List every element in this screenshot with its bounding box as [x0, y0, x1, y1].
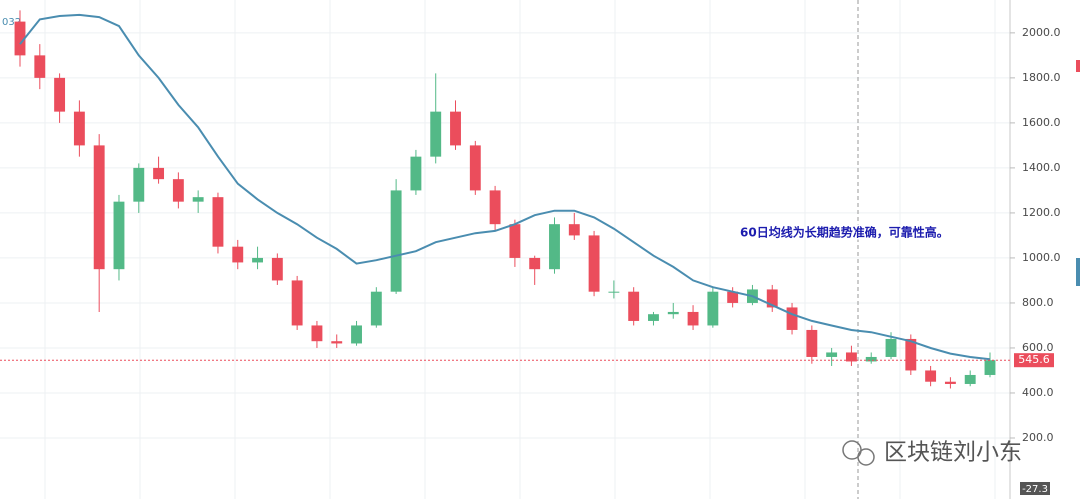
- candle-body: [826, 352, 838, 357]
- candle-body: [192, 197, 204, 202]
- candle-body: [14, 21, 26, 56]
- last-price-label: 545.6: [1018, 353, 1050, 366]
- candle-body: [331, 341, 343, 344]
- y-tick-label: 1600.0: [1022, 116, 1061, 129]
- candle-body: [707, 291, 719, 326]
- candle-body: [212, 197, 224, 247]
- candle-body: [687, 311, 699, 326]
- candle-body: [370, 291, 382, 326]
- y-tick-label: 1000.0: [1022, 251, 1061, 264]
- y-tick-label: 800.0: [1022, 296, 1054, 309]
- candle-body: [648, 314, 659, 321]
- candle-body: [529, 257, 541, 270]
- candle-body: [390, 190, 402, 292]
- watermark: 区块链刘小东: [884, 440, 1022, 466]
- candle-body: [905, 338, 917, 371]
- y-tick-label: 1200.0: [1022, 206, 1061, 219]
- y-tick-label: 2000.0: [1022, 26, 1061, 39]
- candle-body: [549, 224, 560, 270]
- y-tick-label: 600.0: [1022, 341, 1054, 354]
- candle-body: [133, 167, 145, 202]
- candle-body: [469, 145, 481, 191]
- candle-body: [984, 360, 996, 375]
- candle-body: [252, 257, 263, 263]
- y-tick-label: 1400.0: [1022, 161, 1061, 174]
- edge-marker: [1076, 258, 1080, 286]
- candle-body: [667, 311, 679, 315]
- candle-body: [727, 291, 739, 303]
- candle-body: [271, 257, 283, 281]
- candle-body: [93, 145, 105, 270]
- candle-body: [430, 111, 442, 157]
- candle-body: [628, 291, 640, 321]
- y-tick-label: 1800.0: [1022, 71, 1061, 84]
- candle-body: [291, 280, 303, 326]
- candle-body: [311, 325, 323, 342]
- annotation: 60日均线为长期趋势准确，可靠性高。: [740, 225, 949, 240]
- candle-body: [766, 289, 778, 308]
- candle-body: [964, 374, 976, 384]
- y-tick-label: 400.0: [1022, 386, 1054, 399]
- candle-body: [944, 381, 956, 384]
- candle-body: [172, 179, 184, 202]
- indicator-value: -27.3: [1022, 484, 1048, 495]
- y-tick-label: 200.0: [1022, 431, 1054, 444]
- wechat-icon: [842, 440, 875, 466]
- candle-body: [865, 356, 877, 362]
- candle-body: [608, 291, 620, 293]
- candle-body: [410, 156, 422, 191]
- candle-body: [450, 111, 461, 146]
- candle-body: [845, 352, 857, 362]
- candle-body: [806, 329, 818, 357]
- indicator-box: [1020, 482, 1050, 495]
- candle-body: [885, 338, 897, 357]
- candle-body: [113, 201, 125, 270]
- candle-body: [54, 77, 66, 112]
- candle-body: [73, 111, 85, 146]
- candle-body: [153, 167, 165, 180]
- corner-label: 032: [2, 17, 21, 28]
- candle-body: [34, 55, 46, 78]
- candle-body: [232, 246, 244, 263]
- candle-body: [351, 325, 362, 344]
- candle-body: [568, 224, 580, 236]
- candle-body: [509, 224, 521, 258]
- candle-body: [925, 370, 937, 382]
- candle-body: [489, 190, 501, 225]
- candle-body: [786, 307, 798, 330]
- moving-average-line: [19, 13, 991, 361]
- candle-body: [588, 235, 600, 292]
- edge-marker: [1076, 60, 1080, 72]
- last-price-box: [1014, 353, 1054, 368]
